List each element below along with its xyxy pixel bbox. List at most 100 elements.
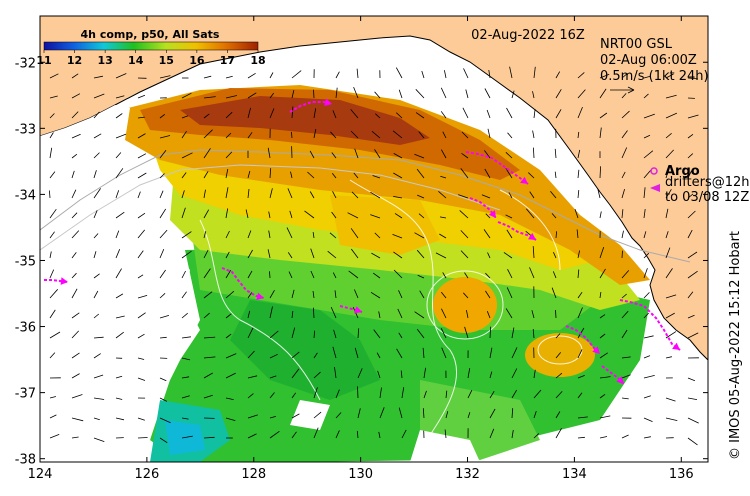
current-arrow [511,429,514,439]
current-arrow [378,311,381,319]
current-arrow [49,309,56,319]
current-arrow [643,113,655,119]
current-arrow [467,412,471,419]
colorbar-ramp [43,41,259,51]
current-arrow [393,251,403,259]
current-arrow [203,356,216,359]
current-arrow [49,132,54,139]
current-arrow [225,290,235,299]
current-arrow [93,75,103,79]
current-arrow [687,417,699,424]
current-arrow [373,329,381,339]
drifter-head [672,342,680,350]
drifters-label-1: drifters@12h [665,175,750,190]
current-arrow [225,151,233,159]
current-arrow [398,89,403,99]
argo-symbol [650,167,658,175]
drifter-track [565,325,601,355]
current-arrow [577,307,583,319]
current-arrow [313,371,321,379]
current-arrow [665,94,677,99]
current-arrow [181,130,187,139]
current-arrow [49,434,60,439]
current-arrow [137,274,144,279]
current-arrow [379,387,382,399]
current-arrow [505,168,513,179]
current-arrow [332,110,337,119]
current-arrow [225,132,232,139]
current-arrow [489,390,495,399]
current-arrow [137,133,146,139]
current-arrow [577,436,585,439]
current-arrow [397,308,403,319]
current-arrow [533,433,540,439]
current-arrow [203,336,216,339]
current-arrow [599,112,608,119]
current-arrow [370,291,381,299]
current-arrow [555,109,562,119]
current-arrow [483,229,491,239]
current-arrow [181,250,192,259]
current-arrow [49,396,56,399]
current-arrow [621,310,629,319]
current-arrow [621,397,629,400]
current-arrow [643,93,649,99]
current-arrow [159,190,164,199]
current-arrow [459,210,469,219]
current-arrow [203,129,213,139]
current-arrow [665,356,672,359]
current-arrow [599,314,606,319]
current-arrow [247,292,253,299]
current-arrow [93,93,105,99]
current-arrow [93,353,101,359]
current-arrow [291,106,294,119]
current-arrow [599,73,610,79]
current-arrow [159,315,170,319]
current-arrow [159,150,167,159]
current-arrow [643,252,650,259]
current-arrow [181,190,185,199]
current-arrow [350,109,359,119]
current-arrow [417,194,425,199]
current-arrow [533,369,536,379]
current-arrow [643,187,646,199]
current-arrow [356,68,359,79]
current-arrow [115,95,125,99]
current-arrow [485,213,491,219]
current-arrow [267,147,271,159]
current-arrow [115,268,122,279]
current-arrow [137,191,141,199]
current-arrow [552,271,557,279]
current-arrow [288,271,293,279]
current-arrow [577,190,580,199]
current-arrow [71,252,77,259]
current-arrow [115,249,121,259]
current-arrow [440,291,447,299]
current-arrow [393,269,403,279]
current-arrow [643,134,651,139]
current-arrow [247,327,254,339]
current-arrow [643,312,649,319]
current-arrow [291,413,300,419]
current-arrow [137,172,147,179]
current-arrow [555,352,562,359]
current-arrow [313,307,315,319]
current-arrow [159,173,165,179]
drifter-head [354,306,362,314]
current-arrow [484,168,491,179]
current-arrow [621,356,631,359]
current-arrow [137,357,145,360]
current-arrow [398,290,403,299]
current-arrow [687,114,699,119]
drifter-head [488,210,496,218]
current-arrow [334,290,337,299]
land-australia [40,16,708,361]
colorbar-tick-label: 14 [128,54,144,67]
current-arrow [532,130,535,139]
current-arrow [393,196,403,199]
plot-frame [39,15,709,463]
current-arrow [414,232,425,239]
current-arrow [93,111,100,119]
current-arrow [159,377,167,382]
current-arrow [621,110,630,119]
